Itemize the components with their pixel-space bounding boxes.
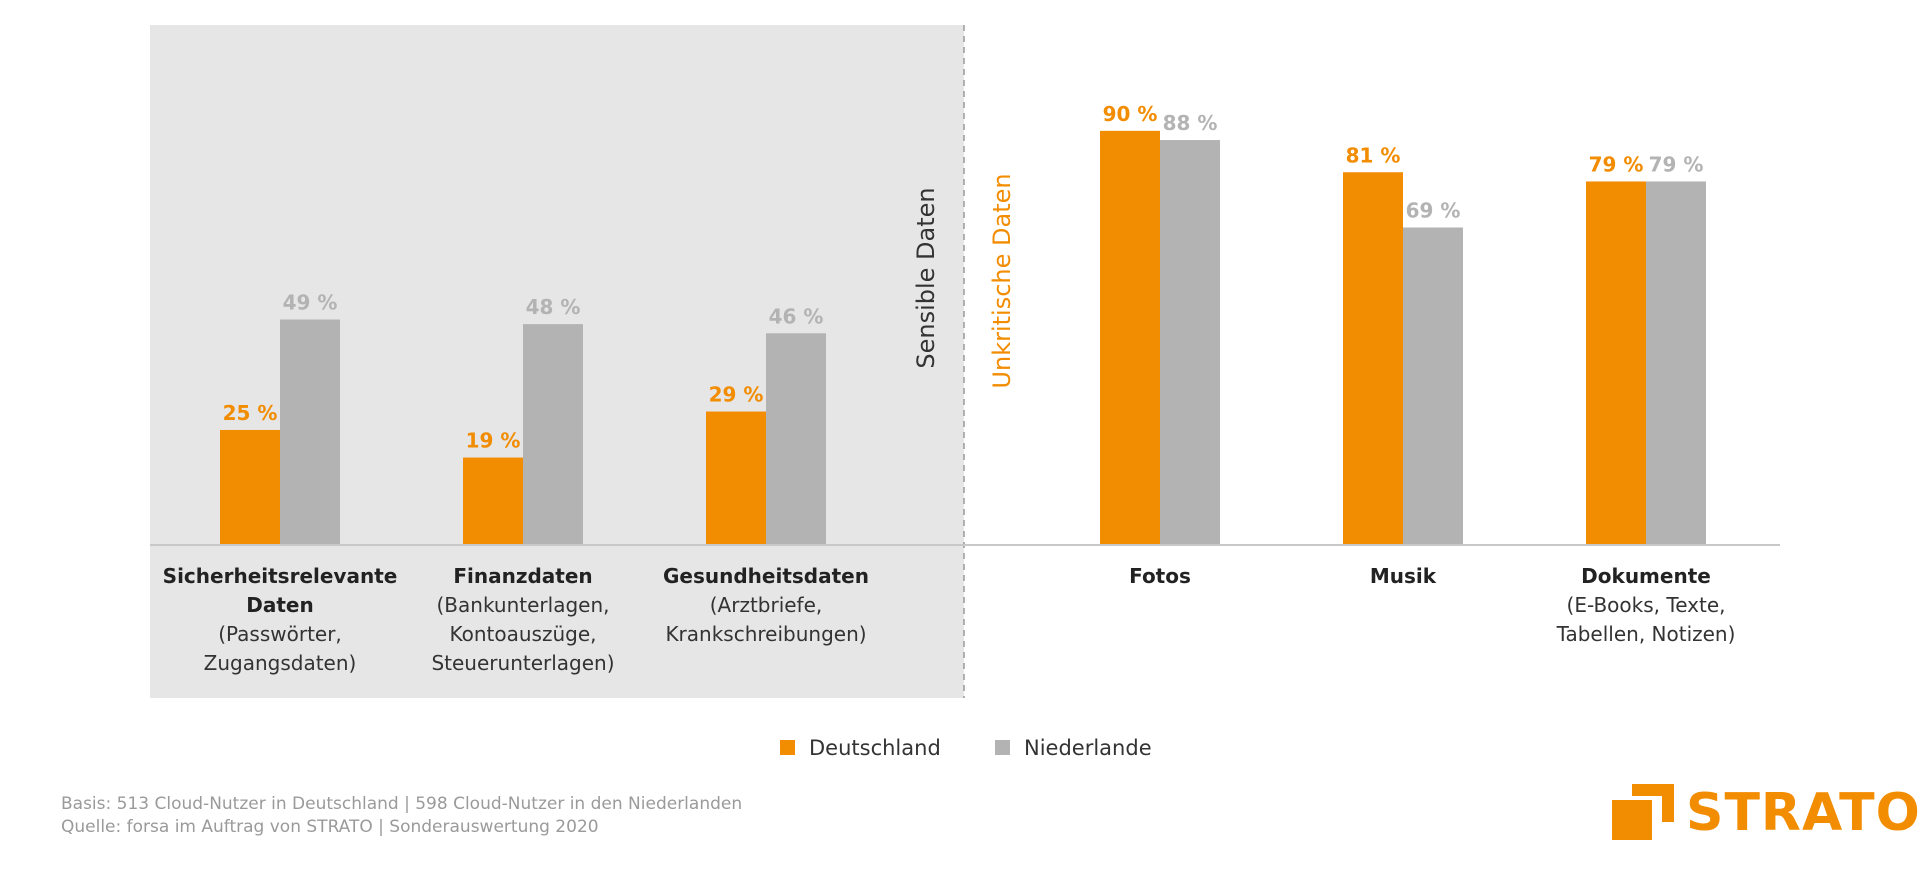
category-label-1-line-1: (Bankunterlagen, <box>437 593 610 617</box>
value-label-deutschland-4: 81 % <box>1346 143 1401 167</box>
footer-source: Quelle: forsa im Auftrag von STRATO | So… <box>61 817 599 837</box>
legend-label-deutschland: Deutschland <box>809 736 941 760</box>
value-labels: 25 % 19 % 29 % 90 % 81 % 79 % 49 % 48 % 46 % 88 %… <box>223 102 1704 453</box>
value-label-niederlande-3: 88 % <box>1163 111 1218 135</box>
value-label-niederlande-1: 48 % <box>526 295 581 319</box>
bar-deutschland-3 <box>1100 130 1160 546</box>
bar-deutschland-2 <box>706 411 766 545</box>
category-label-0-line-1: Daten <box>246 593 313 617</box>
bars <box>220 130 1706 546</box>
category-label-1-line-3: Steuerunterlagen) <box>431 651 614 675</box>
value-label-niederlande-2: 46 % <box>769 304 824 328</box>
value-label-deutschland-5: 79 % <box>1589 152 1644 176</box>
bar-chart: 25 % 19 % 29 % 90 % 81 % 79 % 49 % 48 % 46 % 88 %… <box>150 25 1780 760</box>
group-label-sensitive: Sensible Daten <box>912 187 940 368</box>
group-label-uncritical: Unkritische Daten <box>988 173 1016 388</box>
strato-logo-text: STRATO <box>1686 783 1920 843</box>
bar-niederlande-1 <box>523 324 583 545</box>
strato-logo: STRATO <box>1612 784 1920 842</box>
category-label-5-line-0: Dokumente <box>1581 564 1711 588</box>
category-label-2-line-1: (Arztbriefe, <box>710 593 823 617</box>
category-label-0-line-2: (Passwörter, <box>218 622 342 646</box>
value-label-niederlande-0: 49 % <box>283 291 338 315</box>
value-label-deutschland-2: 29 % <box>709 383 764 407</box>
legend-label-niederlande: Niederlande <box>1024 736 1152 760</box>
footer: Basis: 513 Cloud-Nutzer in Deutschland |… <box>61 793 742 839</box>
value-label-niederlande-5: 79 % <box>1649 152 1704 176</box>
category-label-5-line-2: Tabellen, Notizen) <box>1556 622 1736 646</box>
strato-logo-icon <box>1612 784 1674 842</box>
bar-niederlande-5 <box>1646 181 1706 545</box>
category-label-1-line-0: Finanzdaten <box>453 564 592 588</box>
bar-niederlande-0 <box>280 319 340 545</box>
value-label-deutschland-1: 19 % <box>466 429 521 453</box>
category-labels: Sicherheitsrelevante Daten (Passwörter, Zug… <box>163 564 1736 675</box>
category-label-2-line-2: Krankschreibungen) <box>665 622 866 646</box>
value-label-niederlande-4: 69 % <box>1406 198 1461 222</box>
bar-niederlande-2 <box>766 333 826 545</box>
category-label-2-line-0: Gesundheitsdaten <box>663 564 869 588</box>
category-label-1-line-2: Kontoauszüge, <box>450 622 597 646</box>
category-label-4-line-0: Musik <box>1370 564 1437 588</box>
legend: Deutschland Niederlande <box>780 736 1152 760</box>
category-label-0-line-3: Zugangsdaten) <box>204 651 357 675</box>
value-label-deutschland-0: 25 % <box>223 401 278 425</box>
bar-niederlande-3 <box>1160 140 1220 545</box>
legend-swatch-niederlande <box>995 740 1010 755</box>
footer-basis: Basis: 513 Cloud-Nutzer in Deutschland |… <box>61 794 743 814</box>
category-label-0-line-0: Sicherheitsrelevante <box>163 564 398 588</box>
bar-deutschland-4 <box>1343 172 1403 545</box>
bar-niederlande-4 <box>1403 227 1463 545</box>
category-label-3-line-0: Fotos <box>1129 564 1191 588</box>
legend-swatch-deutschland <box>780 740 795 755</box>
bar-deutschland-5 <box>1586 181 1646 545</box>
bar-deutschland-1 <box>463 457 523 545</box>
category-label-5-line-1: (E-Books, Texte, <box>1567 593 1726 617</box>
bar-deutschland-0 <box>220 429 280 545</box>
value-label-deutschland-3: 90 % <box>1103 102 1158 126</box>
